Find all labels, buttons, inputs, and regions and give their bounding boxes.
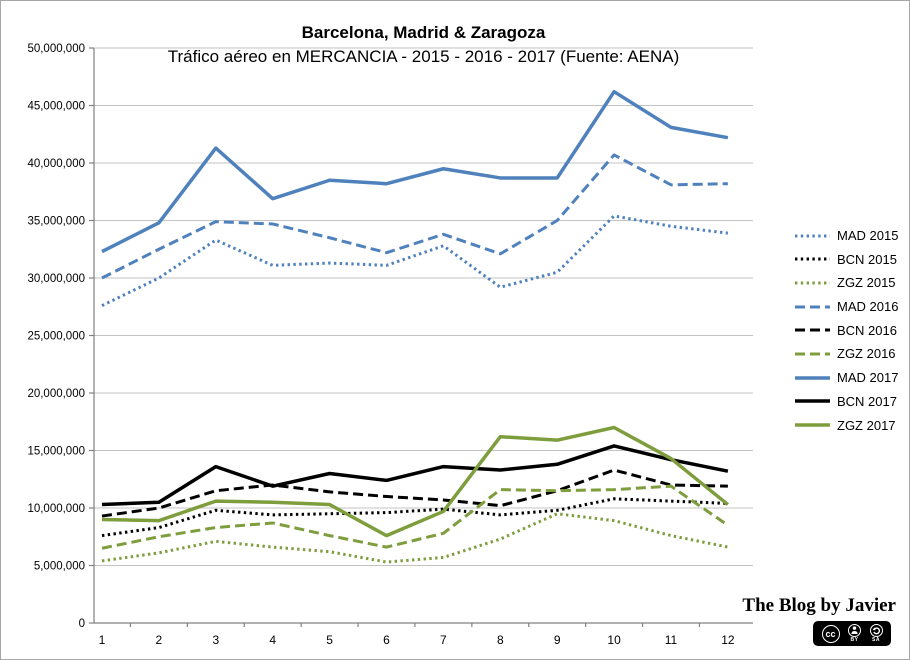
legend-label: BCN 2017: [837, 393, 897, 409]
legend-item-zgz-2015: ZGZ 2015: [794, 274, 909, 291]
legend-item-mad-2015: MAD 2015: [794, 227, 909, 244]
legend-line-sample: [795, 352, 830, 356]
legend-item-bcn-2017: BCN 2017: [794, 393, 909, 410]
legend-item-mad-2017: MAD 2017: [794, 369, 909, 386]
series-line-bcn-2017: [101, 444, 729, 507]
x-axis-label: 1: [99, 633, 106, 647]
series-line-bcn-2016: [101, 468, 728, 518]
chart-title: Barcelona, Madrid & Zaragoza: [301, 23, 546, 42]
legend-line-sample: [795, 281, 830, 285]
share-alike-arrow-icon: [869, 624, 883, 637]
blog-branding-text: The Blog by Javier: [742, 595, 896, 616]
cc-sa-label: SA: [872, 637, 880, 643]
series-line-mad-2015: [101, 214, 729, 307]
cc-icon: cc: [821, 624, 840, 643]
legend-label: MAD 2016: [837, 299, 899, 315]
x-axis-label: 8: [497, 633, 504, 647]
cc-sa-group: SA: [869, 624, 883, 643]
series-line-zgz-2015: [101, 512, 729, 564]
x-axis-label: 6: [383, 633, 390, 647]
y-axis-label: 30,000,000: [27, 273, 85, 285]
legend-item-mad-2016: MAD 2016: [794, 298, 909, 315]
x-axis-label: 4: [269, 633, 276, 647]
legend-label: ZGZ 2016: [837, 346, 896, 362]
y-axis-label: 25,000,000: [27, 331, 85, 343]
legend-item-bcn-2016: BCN 2016: [794, 322, 909, 339]
y-axis-label: 20,000,000: [27, 388, 85, 400]
legend-line-sample: [795, 423, 830, 427]
series-line-mad-2016: [101, 153, 728, 280]
chart-subtitle: Tráfico aéreo en MERCANCIA - 2015 - 2016…: [167, 47, 680, 66]
x-axis-label: 7: [440, 633, 447, 647]
legend-line-sample: [795, 257, 830, 261]
legend-line-sample: [795, 328, 830, 332]
series-line-zgz-2017: [101, 425, 730, 538]
legend-item-zgz-2016: ZGZ 2016: [794, 345, 909, 362]
legend-line-sample: [795, 399, 830, 404]
x-axis-label: 11: [665, 633, 678, 647]
x-axis-label: 3: [212, 633, 219, 647]
series-line-mad-2017: [101, 89, 729, 254]
y-axis-label: 0: [79, 618, 85, 630]
x-axis-label: 10: [607, 633, 621, 647]
legend-label: BCN 2015: [837, 251, 897, 267]
x-axis-label: 9: [554, 633, 561, 647]
chart-legend: MAD 2015 BCN 2015 ZGZ 2015 MAD 2016 BCN 2016…: [794, 227, 909, 440]
legend-item-bcn-2015: BCN 2015: [794, 251, 909, 268]
y-axis-label: 50,000,000: [27, 43, 85, 55]
creative-commons-badge: cc BY SA: [813, 621, 891, 646]
legend-line-sample: [795, 234, 830, 237]
legend-label: MAD 2015: [837, 228, 899, 243]
series-line-zgz-2016: [101, 484, 729, 550]
legend-label: ZGZ 2015: [837, 275, 896, 291]
legend-line-sample: [795, 375, 830, 380]
y-axis-label: 35,000,000: [27, 216, 85, 228]
legend-item-zgz-2017: ZGZ 2017: [794, 417, 909, 434]
y-axis-label: 15,000,000: [27, 446, 85, 458]
cc-by-label: BY: [850, 637, 859, 643]
y-axis-label: 40,000,000: [27, 158, 85, 170]
legend-label: MAD 2017: [837, 370, 899, 386]
legend-label: ZGZ 2017: [837, 417, 896, 433]
x-axis-label: 2: [156, 633, 163, 647]
x-axis-label: 5: [326, 633, 333, 647]
legend-label: BCN 2016: [837, 322, 897, 338]
y-axis-label: 45,000,000: [27, 101, 85, 113]
y-axis-label: 10,000,000: [27, 503, 85, 515]
cc-by-group: BY: [848, 624, 861, 643]
legend-line-sample: [795, 305, 830, 309]
y-axis-label: 5,000,000: [34, 561, 85, 573]
attribution-person-icon: [848, 624, 861, 637]
x-axis-label: 12: [721, 633, 735, 647]
